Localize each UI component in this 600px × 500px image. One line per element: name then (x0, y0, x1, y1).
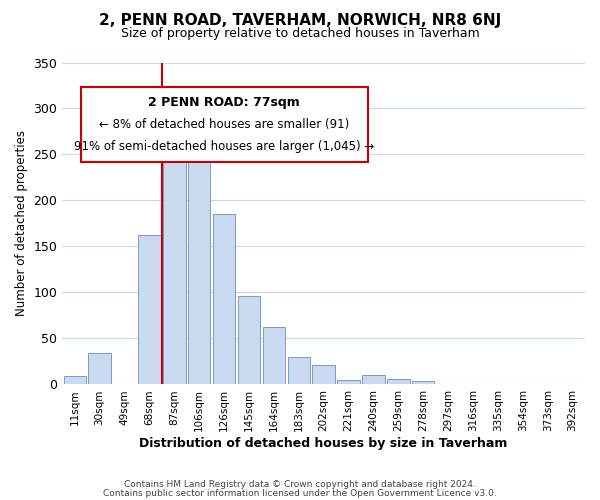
Bar (88, 353, 111, 384)
Bar (263, 328, 285, 384)
Bar (64, 376, 86, 384)
Bar (188, 144, 211, 384)
Text: 91% of semi-detached houses are larger (1,045) →: 91% of semi-detached houses are larger (… (74, 140, 374, 152)
Text: Contains HM Land Registry data © Crown copyright and database right 2024.: Contains HM Land Registry data © Crown c… (124, 480, 476, 489)
Bar (287, 357, 310, 384)
X-axis label: Distribution of detached houses by size in Taverham: Distribution of detached houses by size … (139, 437, 508, 450)
Bar (138, 234, 161, 384)
Bar (337, 380, 360, 384)
Bar (163, 147, 185, 384)
Text: Size of property relative to detached houses in Taverham: Size of property relative to detached ho… (121, 28, 479, 40)
Bar (238, 296, 260, 384)
Bar (387, 379, 410, 384)
Bar (213, 214, 235, 384)
Bar (313, 365, 335, 384)
Text: 2 PENN ROAD: 77sqm: 2 PENN ROAD: 77sqm (148, 96, 300, 109)
Text: ← 8% of detached houses are smaller (91): ← 8% of detached houses are smaller (91) (99, 118, 349, 131)
Bar (362, 376, 385, 384)
Y-axis label: Number of detached properties: Number of detached properties (15, 130, 28, 316)
FancyBboxPatch shape (80, 86, 368, 162)
Bar (412, 381, 434, 384)
Text: Contains public sector information licensed under the Open Government Licence v3: Contains public sector information licen… (103, 488, 497, 498)
Text: 2, PENN ROAD, TAVERHAM, NORWICH, NR8 6NJ: 2, PENN ROAD, TAVERHAM, NORWICH, NR8 6NJ (99, 12, 501, 28)
